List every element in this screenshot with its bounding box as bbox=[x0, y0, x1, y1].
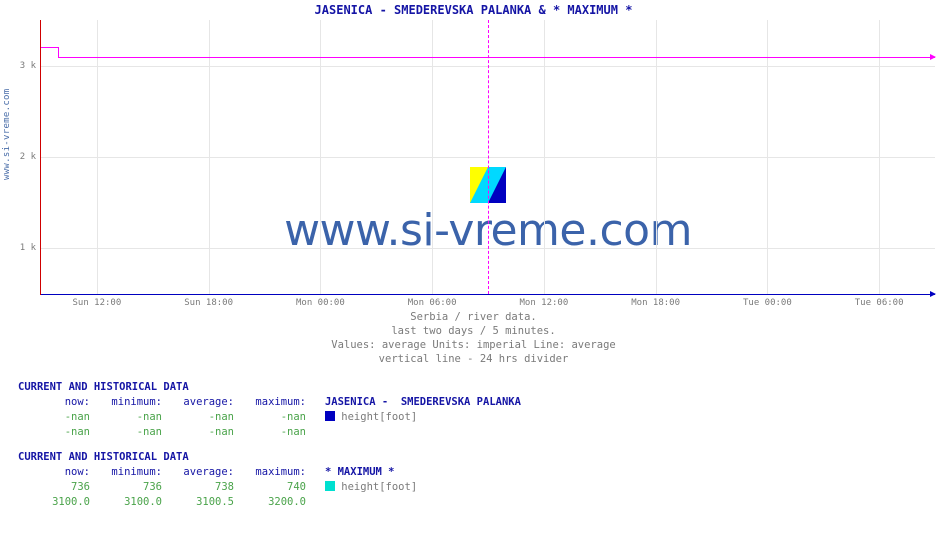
table-cell: 3100.0 bbox=[90, 495, 162, 510]
legend-swatch bbox=[325, 411, 335, 421]
table-title: CURRENT AND HISTORICAL DATA bbox=[18, 380, 521, 395]
legend-swatch bbox=[325, 481, 335, 491]
chart-title: JASENICA - SMEDEREVSKA PALANKA & * MAXIM… bbox=[0, 3, 947, 17]
data-table: CURRENT AND HISTORICAL DATAnow:minimum:a… bbox=[18, 380, 521, 440]
y-tick-label: 3 k bbox=[20, 61, 41, 71]
table-header-cell: now: bbox=[18, 395, 90, 410]
gridline-vertical bbox=[432, 20, 433, 294]
y-tick-label: 1 k bbox=[20, 243, 41, 253]
table-header-cell: now: bbox=[18, 465, 90, 480]
table-cell: -nan bbox=[234, 425, 306, 440]
series-height-foot-blue bbox=[41, 294, 935, 295]
table-cell: -nan bbox=[90, 410, 162, 425]
table-row: 736736738740 height[foot] bbox=[18, 480, 521, 495]
table-cell: -nan bbox=[162, 425, 234, 440]
divider-24h bbox=[488, 20, 489, 294]
table-cell: 736 bbox=[90, 480, 162, 495]
gridline-vertical bbox=[767, 20, 768, 294]
gridline-vertical bbox=[320, 20, 321, 294]
x-tick-label: Tue 00:00 bbox=[743, 294, 792, 308]
table-cell: 3100.5 bbox=[162, 495, 234, 510]
table-cell: 740 bbox=[234, 480, 306, 495]
x-tick-label: Mon 00:00 bbox=[296, 294, 345, 308]
table-series-name: * MAXIMUM * bbox=[325, 465, 395, 480]
x-tick-label: Sun 12:00 bbox=[72, 294, 121, 308]
series-height-foot-magenta-arrow bbox=[930, 54, 936, 60]
data-table: CURRENT AND HISTORICAL DATAnow:minimum:a… bbox=[18, 450, 521, 510]
table-cell: -nan bbox=[162, 410, 234, 425]
series-height-foot-magenta-pre bbox=[41, 47, 58, 48]
table-cell: -nan bbox=[90, 425, 162, 440]
legend-label: height[foot] bbox=[335, 410, 417, 425]
chart-container: www.si-vreme.com JASENICA - SMEDEREVSKA … bbox=[0, 0, 947, 365]
table-header-cell: average: bbox=[162, 465, 234, 480]
side-url-label: www.si-vreme.com bbox=[2, 89, 12, 181]
table-cell: 3100.0 bbox=[18, 495, 90, 510]
legend-label: height[foot] bbox=[335, 480, 417, 495]
gridline-vertical bbox=[97, 20, 98, 294]
caption-line: Values: average Units: imperial Line: av… bbox=[0, 338, 947, 352]
table-header-row: now:minimum:average:maximum: JASENICA - … bbox=[18, 395, 521, 410]
table-row: 3100.03100.03100.53200.0 bbox=[18, 495, 521, 510]
table-header-cell: maximum: bbox=[234, 395, 306, 410]
data-tables: CURRENT AND HISTORICAL DATAnow:minimum:a… bbox=[18, 380, 521, 520]
table-title: CURRENT AND HISTORICAL DATA bbox=[18, 450, 521, 465]
caption-block: Serbia / river data.last two days / 5 mi… bbox=[0, 310, 947, 366]
gridline-vertical bbox=[656, 20, 657, 294]
x-tick-label: Mon 12:00 bbox=[519, 294, 568, 308]
series-height-foot-magenta-step bbox=[58, 47, 59, 56]
table-cell: -nan bbox=[18, 425, 90, 440]
x-tick-label: Sun 18:00 bbox=[184, 294, 233, 308]
plot-area: www.si-vreme.com 1 k2 k3 kSun 12:00Sun 1… bbox=[40, 20, 935, 295]
table-row: -nan-nan-nan-nan height[foot] bbox=[18, 410, 521, 425]
table-cell: -nan bbox=[18, 410, 90, 425]
x-tick-label: Tue 06:00 bbox=[855, 294, 904, 308]
table-header-cell: average: bbox=[162, 395, 234, 410]
gridline-vertical bbox=[879, 20, 880, 294]
table-header-cell: maximum: bbox=[234, 465, 306, 480]
table-header-row: now:minimum:average:maximum: * MAXIMUM * bbox=[18, 465, 521, 480]
x-tick-label: Mon 18:00 bbox=[631, 294, 680, 308]
x-tick-label: Mon 06:00 bbox=[408, 294, 457, 308]
gridline-vertical bbox=[209, 20, 210, 294]
table-header-cell: minimum: bbox=[90, 465, 162, 480]
caption-line: Serbia / river data. bbox=[0, 310, 947, 324]
caption-line: last two days / 5 minutes. bbox=[0, 324, 947, 338]
table-cell: -nan bbox=[234, 410, 306, 425]
gridline-vertical bbox=[544, 20, 545, 294]
series-height-foot-blue-arrow bbox=[930, 291, 936, 297]
table-series-name: JASENICA - SMEDEREVSKA PALANKA bbox=[325, 395, 521, 410]
table-cell: 3200.0 bbox=[234, 495, 306, 510]
table-row: -nan-nan-nan-nan bbox=[18, 425, 521, 440]
series-height-foot-magenta bbox=[58, 57, 935, 58]
caption-line: vertical line - 24 hrs divider bbox=[0, 352, 947, 366]
table-cell: 738 bbox=[162, 480, 234, 495]
table-header-cell: minimum: bbox=[90, 395, 162, 410]
table-cell: 736 bbox=[18, 480, 90, 495]
y-tick-label: 2 k bbox=[20, 152, 41, 162]
